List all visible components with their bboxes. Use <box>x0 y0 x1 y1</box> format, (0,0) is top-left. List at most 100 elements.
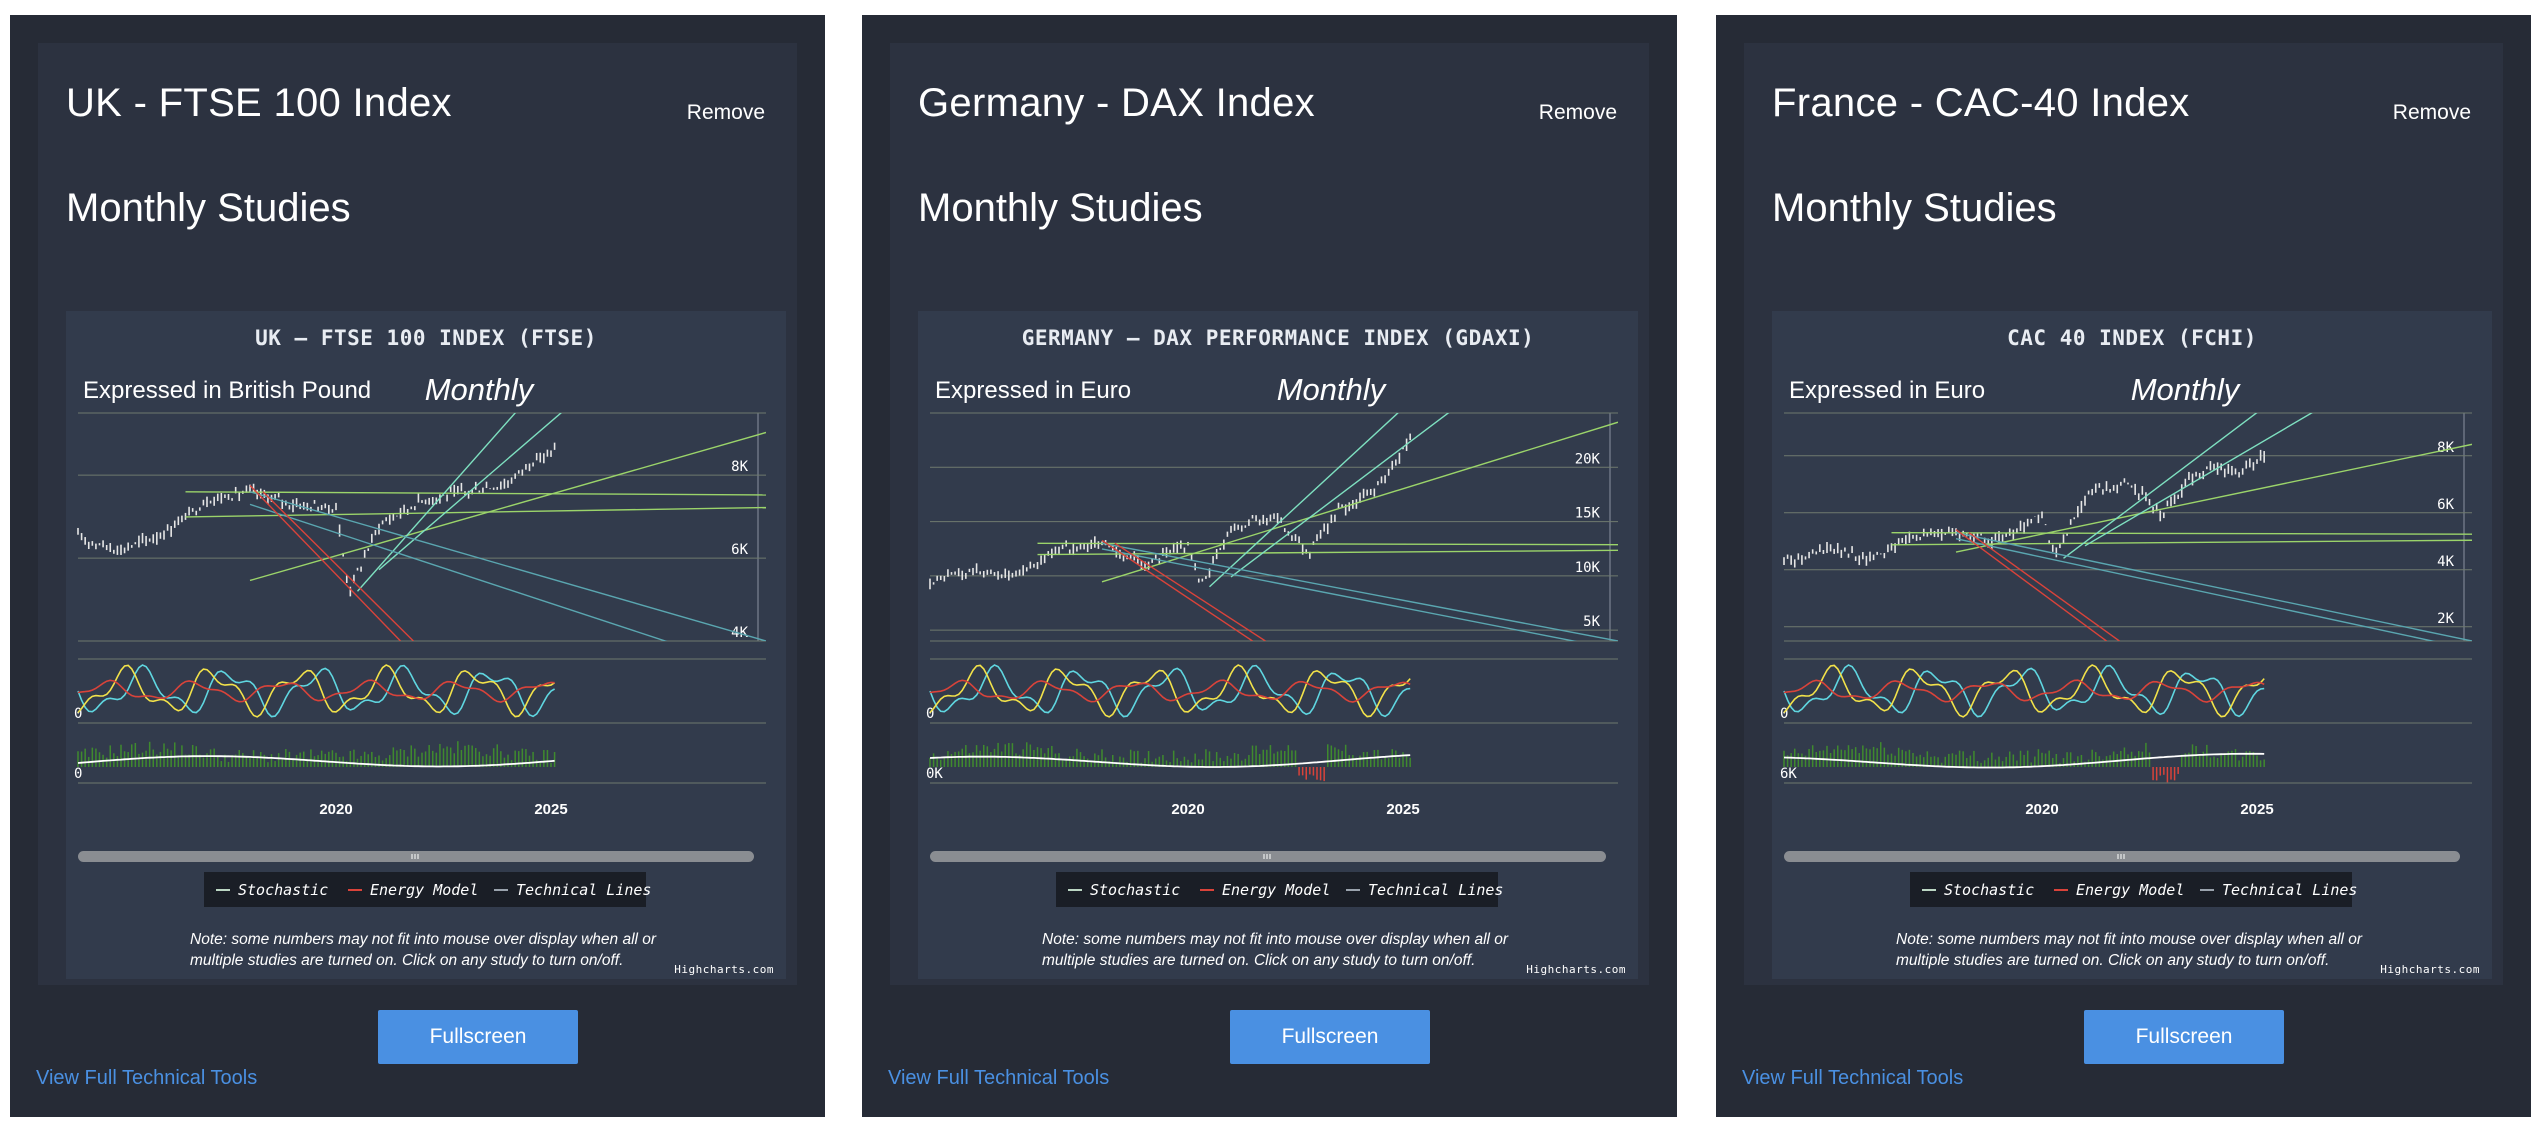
legend-item[interactable]: Technical Lines <box>2200 881 2357 899</box>
panel-title: Germany - DAX Index <box>918 81 1315 125</box>
x-tick-label: 2020 <box>1171 801 1204 818</box>
legend-label: Stochastic <box>1090 881 1180 899</box>
technical-line <box>1955 443 2472 553</box>
y-tick-label: 2K <box>2437 611 2454 627</box>
technical-line <box>1101 539 1253 641</box>
legend-label: Technical Lines <box>516 881 651 899</box>
chart-note: Note: some numbers may not fit into mous… <box>190 931 657 969</box>
period-label: Monthly <box>2131 372 2242 407</box>
fullscreen-button[interactable]: Fullscreen <box>378 1010 578 1064</box>
fullscreen-button[interactable]: Fullscreen <box>1230 1010 1430 1064</box>
energy-model-study[interactable] <box>929 742 1411 782</box>
legend-box <box>204 872 646 907</box>
osc-axis-label: 0 <box>926 706 934 722</box>
legend-item[interactable]: Technical Lines <box>494 881 651 899</box>
stochastic-line <box>77 664 556 718</box>
panel-title: France - CAC-40 Index <box>1772 81 2190 125</box>
remove-button[interactable]: Remove <box>686 101 765 124</box>
remove-button[interactable]: Remove <box>2392 101 2471 124</box>
highcharts-credit[interactable]: Highcharts.com <box>674 963 774 976</box>
navigator-scrollbar[interactable] <box>930 851 1606 862</box>
osc-axis-label: 0 <box>1780 706 1788 722</box>
legend-item[interactable]: Energy Model <box>348 881 478 899</box>
stochastic-study[interactable] <box>929 664 1411 718</box>
technical-line <box>1037 542 1618 546</box>
legend-label: Stochastic <box>1944 881 2034 899</box>
chart-title: CAC 40 INDEX (FCHI) <box>2007 326 2257 350</box>
legend-item[interactable]: Stochastic <box>1068 881 1180 899</box>
technical-line <box>1037 549 1618 556</box>
index-panel: UK - FTSE 100 Index Remove Monthly Studi… <box>10 15 825 1117</box>
energy-model-study[interactable] <box>1783 742 2265 783</box>
index-panel: France - CAC-40 Index Remove Monthly Stu… <box>1716 15 2531 1117</box>
energy-model-study[interactable] <box>77 741 556 768</box>
stochastic-study[interactable] <box>1783 664 2265 718</box>
highcharts-credit[interactable]: Highcharts.com <box>2380 963 2480 976</box>
legend-item[interactable]: Energy Model <box>2054 881 2184 899</box>
y-tick-label: 4K <box>2437 554 2454 570</box>
view-technical-tools-link[interactable]: View Full Technical Tools <box>36 1067 258 1089</box>
y-tick-label: 15K <box>1575 506 1601 522</box>
highcharts-credit[interactable]: Highcharts.com <box>1526 963 1626 976</box>
legend-label: Technical Lines <box>2222 881 2357 899</box>
chart-note: Note: some numbers may not fit into mous… <box>1896 931 2363 969</box>
navigator-scrollbar[interactable] <box>78 851 754 862</box>
technical-line <box>1101 421 1618 583</box>
studies-heading: Monthly Studies <box>1772 186 2057 230</box>
legend-item[interactable]: Technical Lines <box>1346 881 1503 899</box>
fullscreen-button[interactable]: Fullscreen <box>2084 1010 2284 1064</box>
studies-heading: Monthly Studies <box>66 186 351 230</box>
stochastic-line <box>929 679 1411 703</box>
panel-card: UK - FTSE 100 Index Remove Monthly Studi… <box>38 43 797 985</box>
chart-subtitle: Expressed in Euro <box>1789 377 1985 404</box>
stochastic-study[interactable] <box>77 664 556 718</box>
stochastic-line <box>77 664 556 718</box>
y-tick-label: 20K <box>1575 451 1601 467</box>
stochastic-line <box>929 664 1411 718</box>
panel-card: Germany - DAX Index Remove Monthly Studi… <box>890 43 1649 985</box>
technical-line <box>249 491 766 641</box>
legend-item[interactable]: Stochastic <box>1922 881 2034 899</box>
chart-container[interactable]: GERMANY – DAX PERFORMANCE INDEX (GDAXI) E… <box>918 311 1638 979</box>
y-tick-label: 10K <box>1575 560 1601 576</box>
technical-line <box>1968 532 2120 641</box>
view-technical-tools-link[interactable]: View Full Technical Tools <box>1742 1067 1964 1089</box>
chart-title: UK – FTSE 100 INDEX (FTSE) <box>255 326 597 350</box>
technical-line <box>2063 413 2258 559</box>
price-bars <box>1783 449 2265 568</box>
x-tick-label: 2020 <box>319 801 352 818</box>
technical-line <box>249 484 402 641</box>
technical-line <box>1955 532 2472 641</box>
y-tick-label: 6K <box>731 542 748 558</box>
technical-line <box>1230 413 1450 578</box>
stochastic-line <box>929 664 1411 718</box>
energy-axis-label: 0K <box>926 766 943 782</box>
stochastic-line <box>77 679 555 703</box>
technical-line <box>1101 548 1578 641</box>
technical-line <box>378 413 563 571</box>
chart-container[interactable]: CAC 40 INDEX (FCHI) Expressed in Euro Mont… <box>1772 311 2492 979</box>
technical-line <box>1101 542 1618 641</box>
chart-subtitle: Expressed in Euro <box>935 377 1131 404</box>
legend-item[interactable]: Energy Model <box>1200 881 1330 899</box>
navigator-scrollbar[interactable] <box>1784 851 2460 862</box>
panel-card: France - CAC-40 Index Remove Monthly Stu… <box>1744 43 2503 985</box>
view-technical-tools-link[interactable]: View Full Technical Tools <box>888 1067 1110 1089</box>
technical-line <box>1891 539 2472 546</box>
technical-line <box>1955 538 2436 641</box>
chart-container[interactable]: UK – FTSE 100 INDEX (FTSE) Expressed in B… <box>66 311 786 979</box>
stochastic-line <box>1783 679 2265 703</box>
studies-heading: Monthly Studies <box>918 186 1203 230</box>
panel-title: UK - FTSE 100 Index <box>66 81 452 125</box>
technical-line <box>262 491 414 641</box>
technical-lines <box>185 413 766 641</box>
y-tick-label: 5K <box>1583 614 1600 630</box>
technical-line <box>1955 529 2107 641</box>
stochastic-line <box>1783 664 2265 718</box>
x-tick-label: 2025 <box>534 801 567 818</box>
y-tick-label: 8K <box>2437 440 2454 456</box>
legend-item[interactable]: Stochastic <box>216 881 328 899</box>
technical-line <box>356 413 517 592</box>
remove-button[interactable]: Remove <box>1538 101 1617 124</box>
technical-line <box>1114 542 1266 641</box>
